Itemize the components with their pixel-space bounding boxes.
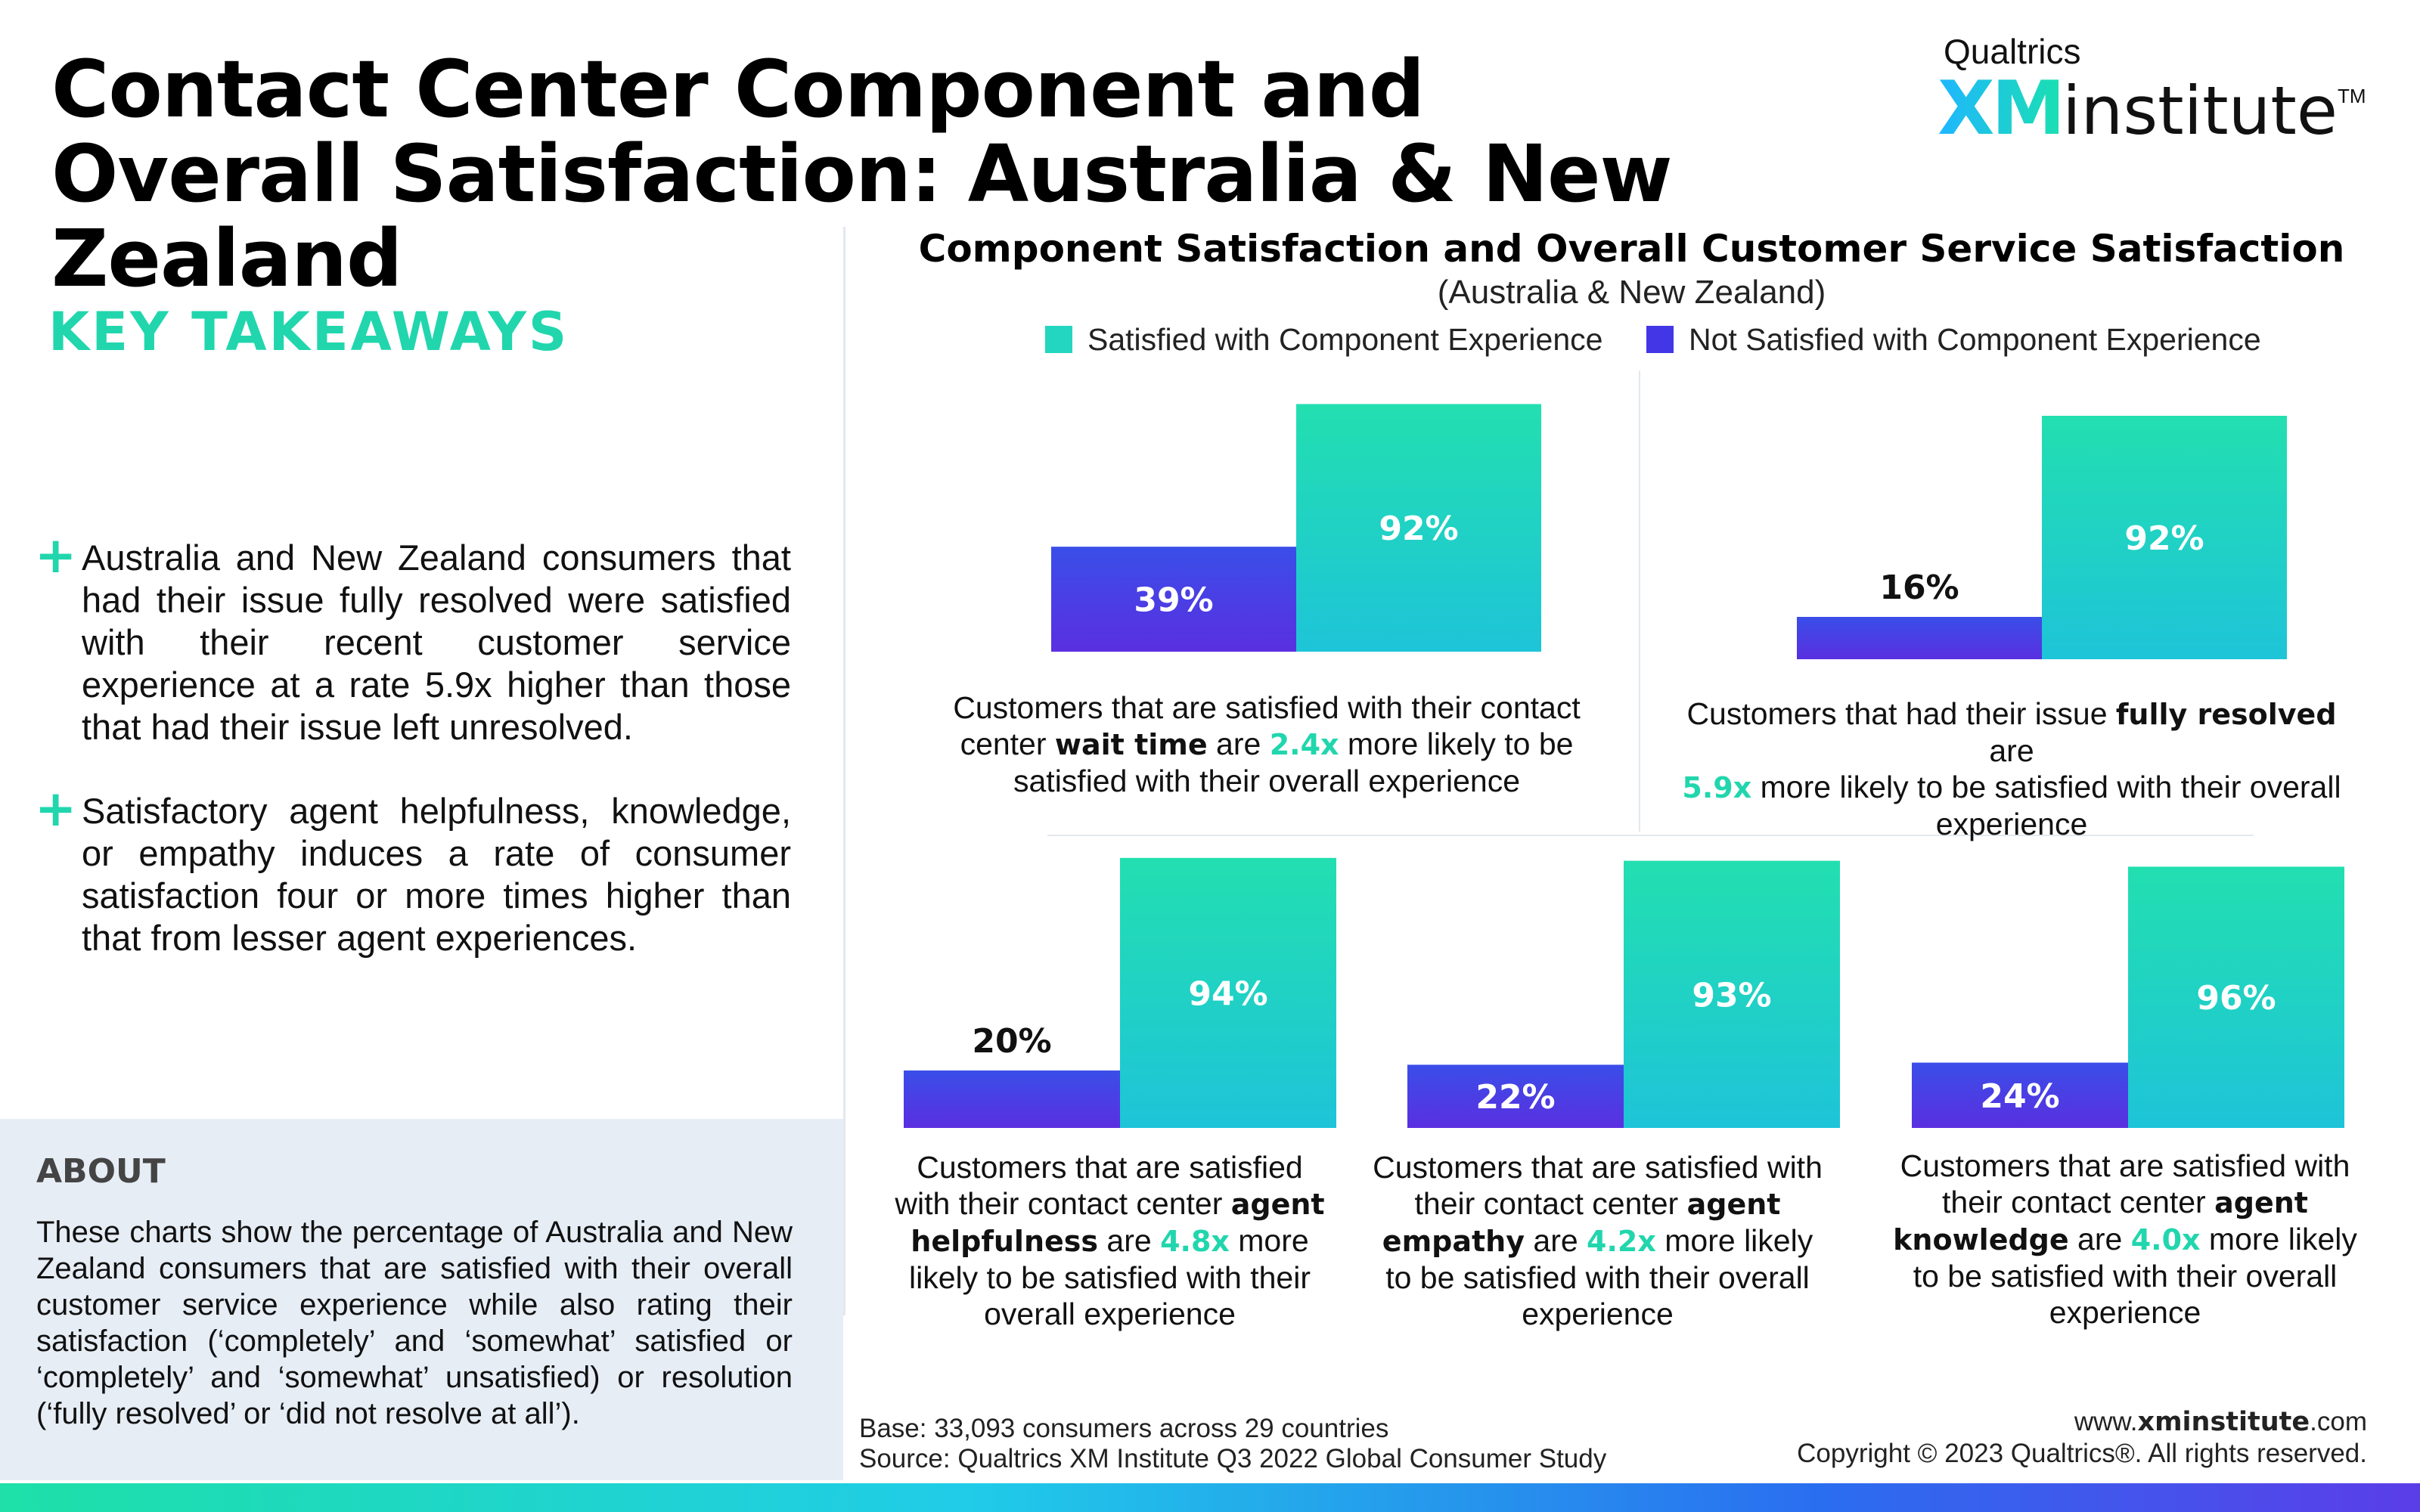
page-title: Contact Center Component and Overall Sat… [51, 43, 1673, 305]
footer-source: Base: 33,093 consumers across 29 countri… [859, 1414, 1606, 1474]
footer-copyright: Copyright © 2023 Qualtrics®. All rights … [1797, 1439, 2367, 1468]
chart-title: Component Satisfaction and Overall Custo… [918, 227, 2345, 271]
data-label-not-satisfied-fully-resolved: 16% [1879, 569, 1959, 607]
bar-not-satisfied-fully-resolved [1797, 617, 2042, 659]
multiplier-value: 4.0x [2130, 1223, 2201, 1256]
key-takeaways-heading: KEY TAKEAWAYS [48, 301, 569, 363]
bottom-gradient-band [0, 1483, 2420, 1512]
bar-satisfied-fully-resolved [2042, 416, 2287, 659]
data-label-not-satisfied-agent-empathy: 22% [1475, 1078, 1555, 1117]
panel-caption-agent-empathy: Customers that are satisfied with their … [1373, 1150, 1823, 1331]
footer-url[interactable]: www.xminstitute.com [2074, 1407, 2367, 1437]
about-heading: ABOUT [36, 1152, 166, 1191]
multiplier-value: 5.9x [1682, 771, 1752, 804]
legend-label-satisfied: Satisfied with Component Experience [1087, 322, 1603, 357]
qualtrics-xm-institute-logo: Qualtrics XMinstituteTM [1938, 32, 2366, 149]
footer-copyright-block: www.xminstitute.com Copyright © 2023 Qua… [1797, 1406, 2367, 1470]
legend-swatch-not-satisfied [1646, 326, 1674, 353]
legend-label-not-satisfied: Not Satisfied with Component Experience [1689, 322, 2261, 357]
multiplier-value: 4.8x [1160, 1225, 1230, 1258]
multiplier-value: 4.2x [1587, 1225, 1656, 1258]
takeaway-text: Australia and New Zealand consumers that… [82, 538, 791, 747]
data-label-not-satisfied-agent-helpfulness: 20% [972, 1022, 1051, 1061]
about-panel: ABOUT These charts show the percentage o… [0, 1119, 843, 1480]
multiplier-value: 2.4x [1269, 728, 1339, 761]
about-text: These charts show the percentage of Aust… [36, 1216, 793, 1430]
logo-qualtrics-text: Qualtrics [1944, 32, 2081, 71]
plus-icon: + [35, 779, 77, 838]
bar-not-satisfied-agent-empathy [1407, 1064, 1624, 1128]
data-label-satisfied-agent-helpfulness: 94% [1188, 974, 1267, 1013]
logo-institute-text: institute [2062, 72, 2338, 150]
logo-xm-text: XM [1938, 66, 2065, 152]
footer-source-text: Source: Qualtrics XM Institute Q3 2022 G… [859, 1444, 1607, 1473]
panel-caption-agent-knowledge: Customers that are satisfied with their … [1893, 1148, 2357, 1330]
panel-divider-vertical [1639, 370, 1640, 832]
data-label-not-satisfied-wait-time: 39% [1134, 581, 1213, 620]
bar-satisfied-agent-helpfulness [1120, 857, 1336, 1128]
bar-satisfied-agent-empathy [1624, 860, 1840, 1128]
bar-not-satisfied-agent-knowledge [1912, 1062, 2128, 1128]
data-label-satisfied-fully-resolved: 92% [2124, 519, 2204, 558]
takeaway-text: Satisfactory agent helpfulness, knowledg… [82, 791, 791, 958]
bar-not-satisfied-wait-time [1051, 547, 1296, 652]
data-label-satisfied-agent-knowledge: 96% [2196, 979, 2276, 1018]
legend-swatch-satisfied [1045, 326, 1072, 353]
data-label-not-satisfied-agent-knowledge: 24% [1980, 1077, 2059, 1116]
footer-base: Base: 33,093 consumers across 29 countri… [859, 1414, 1389, 1443]
panel-caption-fully-resolved: Customers that had their issue fully res… [1682, 696, 2341, 841]
bar-satisfied-wait-time [1296, 404, 1541, 652]
chart-subtitle: (Australia & New Zealand) [1437, 274, 1826, 311]
data-label-satisfied-wait-time: 92% [1379, 510, 1458, 548]
takeaway-item: + Satisfactory agent helpfulness, knowle… [35, 779, 791, 959]
panel-divider-horizontal [1047, 835, 2254, 836]
panel-caption-agent-helpfulness: Customers that are satisfied with their … [895, 1150, 1325, 1331]
data-label-satisfied-agent-empathy: 93% [1692, 976, 1771, 1015]
legend-item-not-satisfied: Not Satisfied with Component Experience [1646, 322, 2261, 358]
logo-trademark: TM [2338, 85, 2366, 107]
bar-not-satisfied-agent-helpfulness [904, 1070, 1120, 1128]
plus-icon: + [35, 526, 77, 584]
legend-item-satisfied: Satisfied with Component Experience [1045, 322, 1602, 358]
bar-satisfied-agent-knowledge [2128, 866, 2344, 1128]
column-divider [843, 227, 845, 1315]
takeaway-item: + Australia and New Zealand consumers th… [35, 526, 791, 748]
panel-caption-wait-time: Customers that are satisfied with their … [953, 690, 1581, 798]
